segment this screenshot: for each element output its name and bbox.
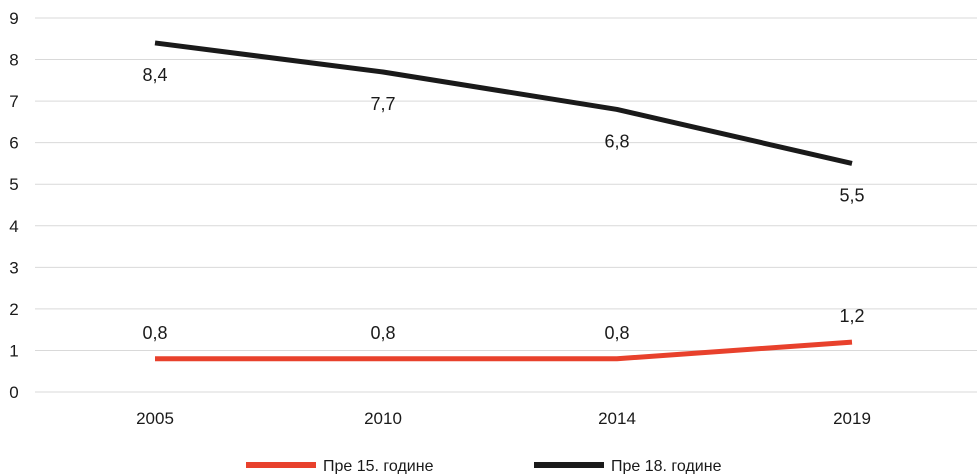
y-tick-label: 7 [9,92,18,111]
y-tick-label: 2 [9,300,18,319]
y-tick-label: 0 [9,383,18,402]
legend-label: Пре 15. године [323,458,434,474]
x-tick-label: 2005 [136,409,174,428]
data-label: 1,2 [839,306,864,326]
data-label: 8,4 [142,65,167,85]
gridlines [35,17,977,393]
legend-label: Пре 18. године [611,458,722,474]
data-label: 6,8 [604,131,629,151]
data-label: 0,8 [604,323,629,343]
series-line [155,339,853,362]
y-tick-label: 4 [9,217,18,236]
y-tick-label: 5 [9,175,18,194]
y-tick-label: 6 [9,134,18,153]
data-label: 0,8 [142,323,167,343]
data-label: 7,7 [370,94,395,114]
series-lines [154,40,853,362]
x-tick-label: 2010 [364,409,402,428]
y-tick-label: 3 [9,258,18,277]
x-tick-label: 2019 [833,409,871,428]
data-label: 5,5 [839,185,864,205]
series-line [154,40,853,166]
data-label: 0,8 [370,323,395,343]
y-axis-ticks: 0 1 2 3 4 5 6 7 8 9 [9,9,18,402]
y-tick-label: 8 [9,51,18,70]
data-labels: 0,8 0,8 0,8 1,2 8,4 7,7 6,8 5,5 [142,65,864,343]
x-axis-ticks: 2005 2010 2014 2019 [136,409,871,428]
y-tick-label: 9 [9,9,18,28]
legend: Пре 15. године Пре 18. године [246,458,722,474]
y-tick-label: 1 [9,341,18,360]
x-tick-label: 2014 [598,409,636,428]
